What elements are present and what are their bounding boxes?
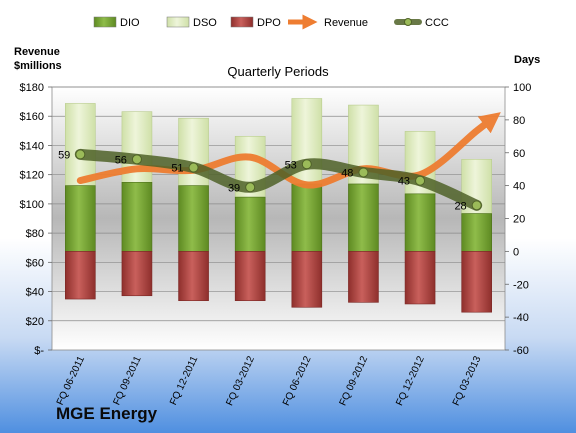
- right-tick-label: 80: [513, 115, 525, 127]
- legend-label-ccc: CCC: [425, 17, 449, 29]
- left-axis-label-line2: $millions: [14, 60, 62, 72]
- bar-dpo: [121, 251, 153, 297]
- ccc-data-label: 28: [454, 200, 466, 212]
- bar-dpo: [65, 251, 96, 300]
- ccc-point: [301, 159, 312, 170]
- right-tick-label: -20: [513, 279, 529, 291]
- right-tick-label: -60: [513, 345, 529, 357]
- revenue-line: [76, 112, 501, 189]
- left-tick-label: $140: [20, 140, 44, 152]
- right-axis-label: Days: [514, 54, 540, 66]
- bar-dio: [234, 196, 266, 252]
- lines: [74, 112, 501, 211]
- bar-dio: [461, 213, 492, 252]
- bar-dpo: [234, 251, 266, 301]
- left-tick-label: $80: [26, 228, 44, 240]
- bar-dio: [65, 185, 96, 252]
- bar-dio: [291, 183, 323, 252]
- ccc-line: [74, 148, 483, 211]
- right-tick-label: 60: [513, 148, 525, 160]
- legend-swatch-dso: [166, 16, 190, 28]
- ccc-point: [75, 149, 86, 160]
- chart-subtitle: Quarterly Periods: [227, 64, 329, 79]
- legend-swatch-dpo: [230, 16, 254, 28]
- ccc-data-label: 43: [398, 176, 410, 188]
- ccc-point: [358, 167, 369, 178]
- ccc-data-label: 53: [285, 159, 297, 171]
- legend-swatch-dio: [93, 16, 117, 28]
- ccc-data-label: 56: [115, 154, 127, 166]
- right-tick-label: -40: [513, 312, 529, 324]
- data-labels: 59 56 51 39 53 48 43 28: [58, 149, 467, 212]
- company-name: MGE Energy: [56, 404, 158, 423]
- left-tick-label: $100: [20, 199, 44, 211]
- plot-area: [51, 86, 506, 351]
- legend: DIO DSO DPO Revenue CCC: [93, 14, 449, 30]
- ccc-point: [471, 200, 482, 211]
- bar-dio: [178, 185, 209, 252]
- bar-dio: [404, 193, 436, 252]
- bar-dio: [121, 182, 153, 252]
- ccc-data-label: 51: [171, 163, 183, 175]
- left-tick-label: $60: [26, 257, 44, 269]
- left-tick-label: $20: [26, 316, 44, 328]
- legend-label-dpo: DPO: [257, 17, 281, 29]
- right-tick-label: 20: [513, 214, 525, 226]
- ccc-data-label: 48: [341, 167, 353, 179]
- left-axis-label-line1: Revenue: [14, 46, 60, 58]
- right-tick-label: 100: [513, 82, 531, 94]
- ccc-point: [131, 154, 142, 165]
- bar-dpo: [348, 251, 379, 303]
- ccc-point: [188, 162, 199, 173]
- left-tick-label: $120: [20, 170, 44, 182]
- left-tick-label: $-: [34, 345, 44, 357]
- left-tick-label: $180: [20, 82, 44, 94]
- left-tick-label: $160: [20, 111, 44, 123]
- legend-label-revenue: Revenue: [324, 17, 368, 29]
- right-tick-label: 0: [513, 246, 519, 258]
- ccc-data-label: 59: [58, 149, 70, 161]
- bar-dpo: [461, 251, 492, 313]
- ccc-point: [245, 182, 256, 193]
- bar-dso: [65, 103, 96, 186]
- ccc-point: [415, 175, 426, 186]
- ccc-data-label: 39: [228, 182, 240, 194]
- bar-dpo: [291, 251, 323, 308]
- bar-dpo: [404, 251, 436, 305]
- legend-label-dso: DSO: [193, 17, 217, 29]
- bars: [65, 98, 492, 313]
- legend-marker-ccc: [404, 18, 412, 26]
- left-tick-label: $40: [26, 287, 44, 299]
- right-tick-label: 40: [513, 181, 525, 193]
- bar-dio: [348, 183, 379, 252]
- legend-label-dio: DIO: [120, 17, 140, 29]
- right-axis: Days -60 -40 -20 0 20 40 60 80 100: [505, 54, 540, 357]
- bar-dpo: [178, 251, 209, 301]
- left-axis: Revenue $millions $- $20 $40 $60 $80 $100 $120…: [14, 46, 62, 357]
